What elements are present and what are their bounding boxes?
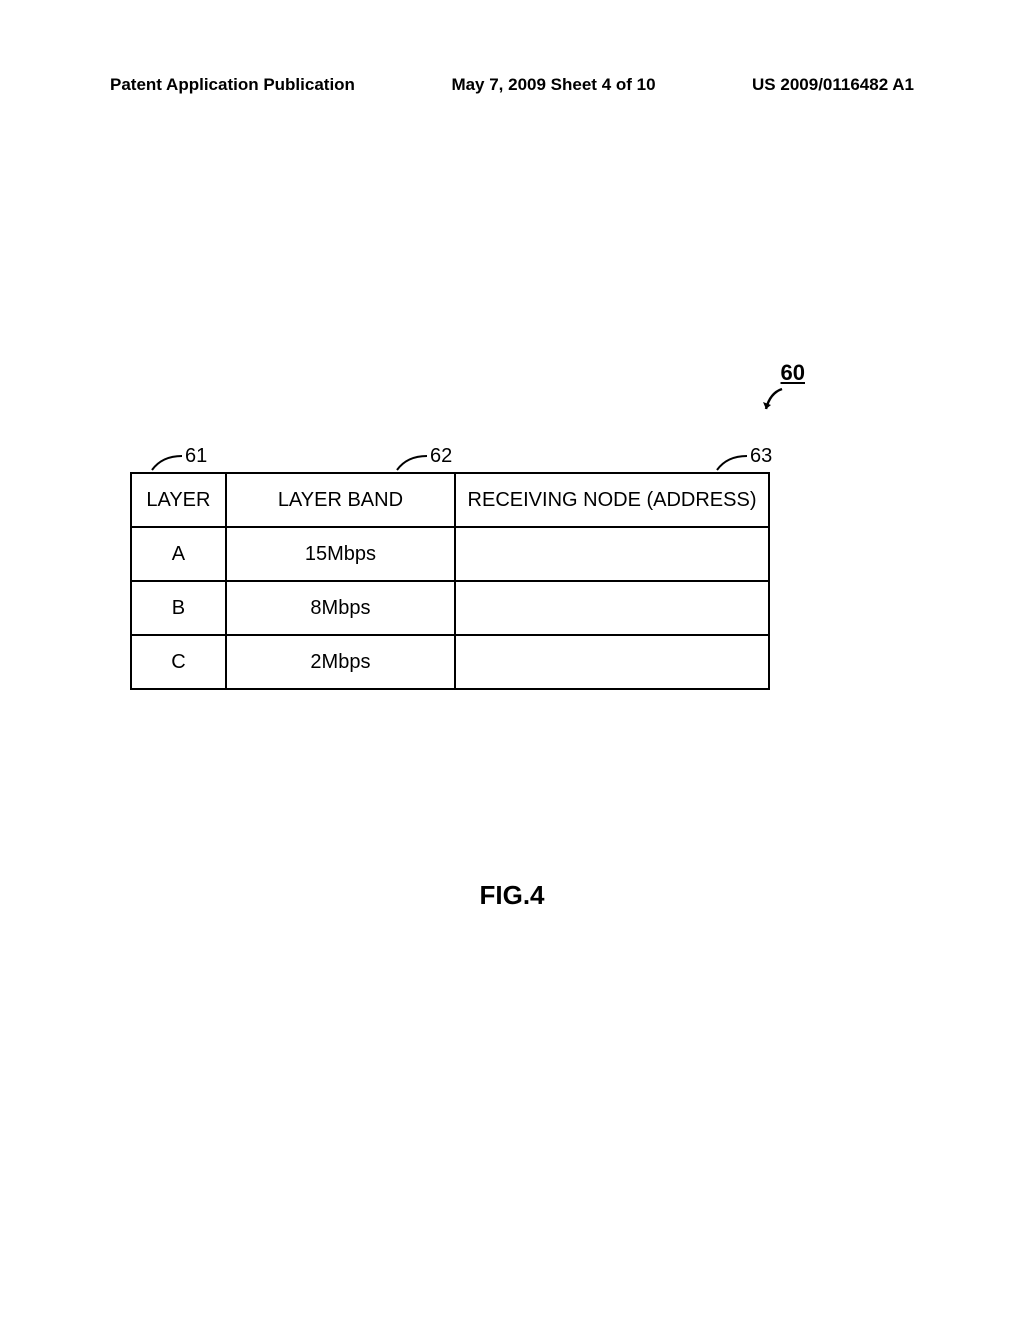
cell-band: 15Mbps	[226, 527, 455, 581]
cell-node	[455, 581, 769, 635]
table-row: C 2Mbps	[131, 635, 769, 689]
reference-label-60: 60	[781, 360, 805, 386]
header-layer: LAYER	[131, 473, 226, 527]
cell-layer: B	[131, 581, 226, 635]
layer-table: LAYER LAYER BAND RECEIVING NODE (ADDRESS…	[130, 472, 770, 690]
reference-label-61: 61	[185, 445, 207, 468]
page-header: Patent Application Publication May 7, 20…	[0, 75, 1024, 95]
cell-node	[455, 527, 769, 581]
header-pub-number: US 2009/0116482 A1	[752, 75, 914, 95]
figure-caption: FIG.4	[0, 880, 1024, 911]
leader-line-61-icon	[150, 452, 185, 474]
cell-band: 2Mbps	[226, 635, 455, 689]
cell-node	[455, 635, 769, 689]
leader-arrow-icon	[760, 385, 790, 415]
leader-line-62-icon	[395, 452, 430, 474]
header-band: LAYER BAND	[226, 473, 455, 527]
header-publication: Patent Application Publication	[110, 75, 355, 95]
reference-label-62: 62	[430, 445, 452, 468]
leader-line-63-icon	[715, 452, 750, 474]
table-header-row: LAYER LAYER BAND RECEIVING NODE (ADDRESS…	[131, 473, 769, 527]
header-date-sheet: May 7, 2009 Sheet 4 of 10	[451, 75, 655, 95]
header-node: RECEIVING NODE (ADDRESS)	[455, 473, 769, 527]
table-row: B 8Mbps	[131, 581, 769, 635]
table-row: A 15Mbps	[131, 527, 769, 581]
cell-layer: C	[131, 635, 226, 689]
cell-band: 8Mbps	[226, 581, 455, 635]
cell-layer: A	[131, 527, 226, 581]
reference-label-63: 63	[750, 445, 772, 468]
